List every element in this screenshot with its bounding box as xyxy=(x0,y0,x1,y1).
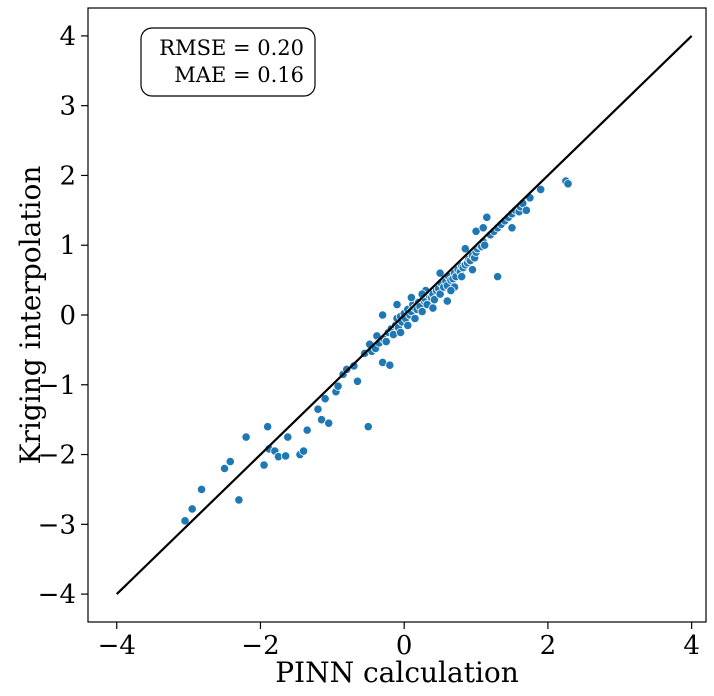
data-point xyxy=(563,179,573,189)
data-point xyxy=(385,360,395,370)
data-point xyxy=(225,456,235,467)
data-point xyxy=(349,361,359,371)
data-point xyxy=(493,272,503,282)
data-point xyxy=(406,292,416,303)
data-point xyxy=(187,504,197,514)
data-point xyxy=(482,212,492,222)
data-point xyxy=(283,432,293,442)
stats-box xyxy=(140,27,316,97)
data-point xyxy=(435,268,445,278)
y-tick-label: −3 xyxy=(38,510,76,540)
data-point xyxy=(378,310,388,320)
data-point xyxy=(521,205,531,215)
data-point xyxy=(302,425,312,435)
data-point xyxy=(263,422,273,432)
data-point xyxy=(180,516,190,526)
data-point xyxy=(381,336,391,347)
data-point xyxy=(320,394,330,404)
data-point xyxy=(478,223,488,233)
x-tick-label: 2 xyxy=(540,631,557,661)
data-point xyxy=(457,272,467,282)
x-axis-ticks: −4 −2 0 2 4 xyxy=(98,622,700,661)
y-tick-label: 2 xyxy=(59,161,76,191)
rmse-text: RMSE = 0.20 xyxy=(159,36,304,60)
y-tick-label: 4 xyxy=(59,22,76,52)
data-point xyxy=(480,240,490,250)
y-tick-label: 0 xyxy=(59,301,76,331)
data-point xyxy=(507,223,517,233)
data-point xyxy=(241,432,251,442)
data-point xyxy=(234,495,244,505)
scatter-points xyxy=(180,176,573,526)
y-tick-label: 1 xyxy=(59,231,76,261)
data-point xyxy=(410,313,420,324)
x-tick-label: −2 xyxy=(241,631,279,661)
y-axis-label: Kriging interpolation xyxy=(14,166,47,465)
mae-text: MAE = 0.16 xyxy=(174,63,304,87)
x-tick-label: −4 xyxy=(98,631,136,661)
data-point xyxy=(324,418,334,428)
data-point xyxy=(442,296,452,306)
data-point xyxy=(333,381,343,391)
y-axis-ticks: −4 −3 −2 −1 0 1 2 3 4 xyxy=(38,22,88,610)
data-point xyxy=(352,376,363,386)
data-point xyxy=(428,303,438,313)
data-point xyxy=(363,422,373,432)
data-point xyxy=(313,404,323,414)
x-axis-label: PINN calculation xyxy=(275,656,519,689)
identity-reference-line xyxy=(115,35,693,595)
x-tick-label: 0 xyxy=(396,631,413,661)
y-tick-label: 3 xyxy=(59,92,76,122)
data-point xyxy=(392,299,402,310)
data-point xyxy=(298,446,309,456)
y-tick-label: −2 xyxy=(38,441,76,471)
stats-annotation: RMSE = 0.20 MAE = 0.16 xyxy=(140,27,316,97)
y-tick-label: −1 xyxy=(38,371,76,401)
data-point xyxy=(446,285,456,296)
data-point xyxy=(417,306,427,317)
y-tick-label: −4 xyxy=(38,580,76,610)
data-point xyxy=(395,327,406,338)
data-point xyxy=(219,463,230,474)
data-point xyxy=(460,244,470,254)
data-point xyxy=(196,484,207,495)
data-point xyxy=(259,460,269,470)
data-point xyxy=(467,265,478,275)
data-point xyxy=(536,184,546,195)
x-tick-label: 4 xyxy=(683,631,700,661)
data-point xyxy=(403,320,413,331)
data-point xyxy=(281,451,291,461)
